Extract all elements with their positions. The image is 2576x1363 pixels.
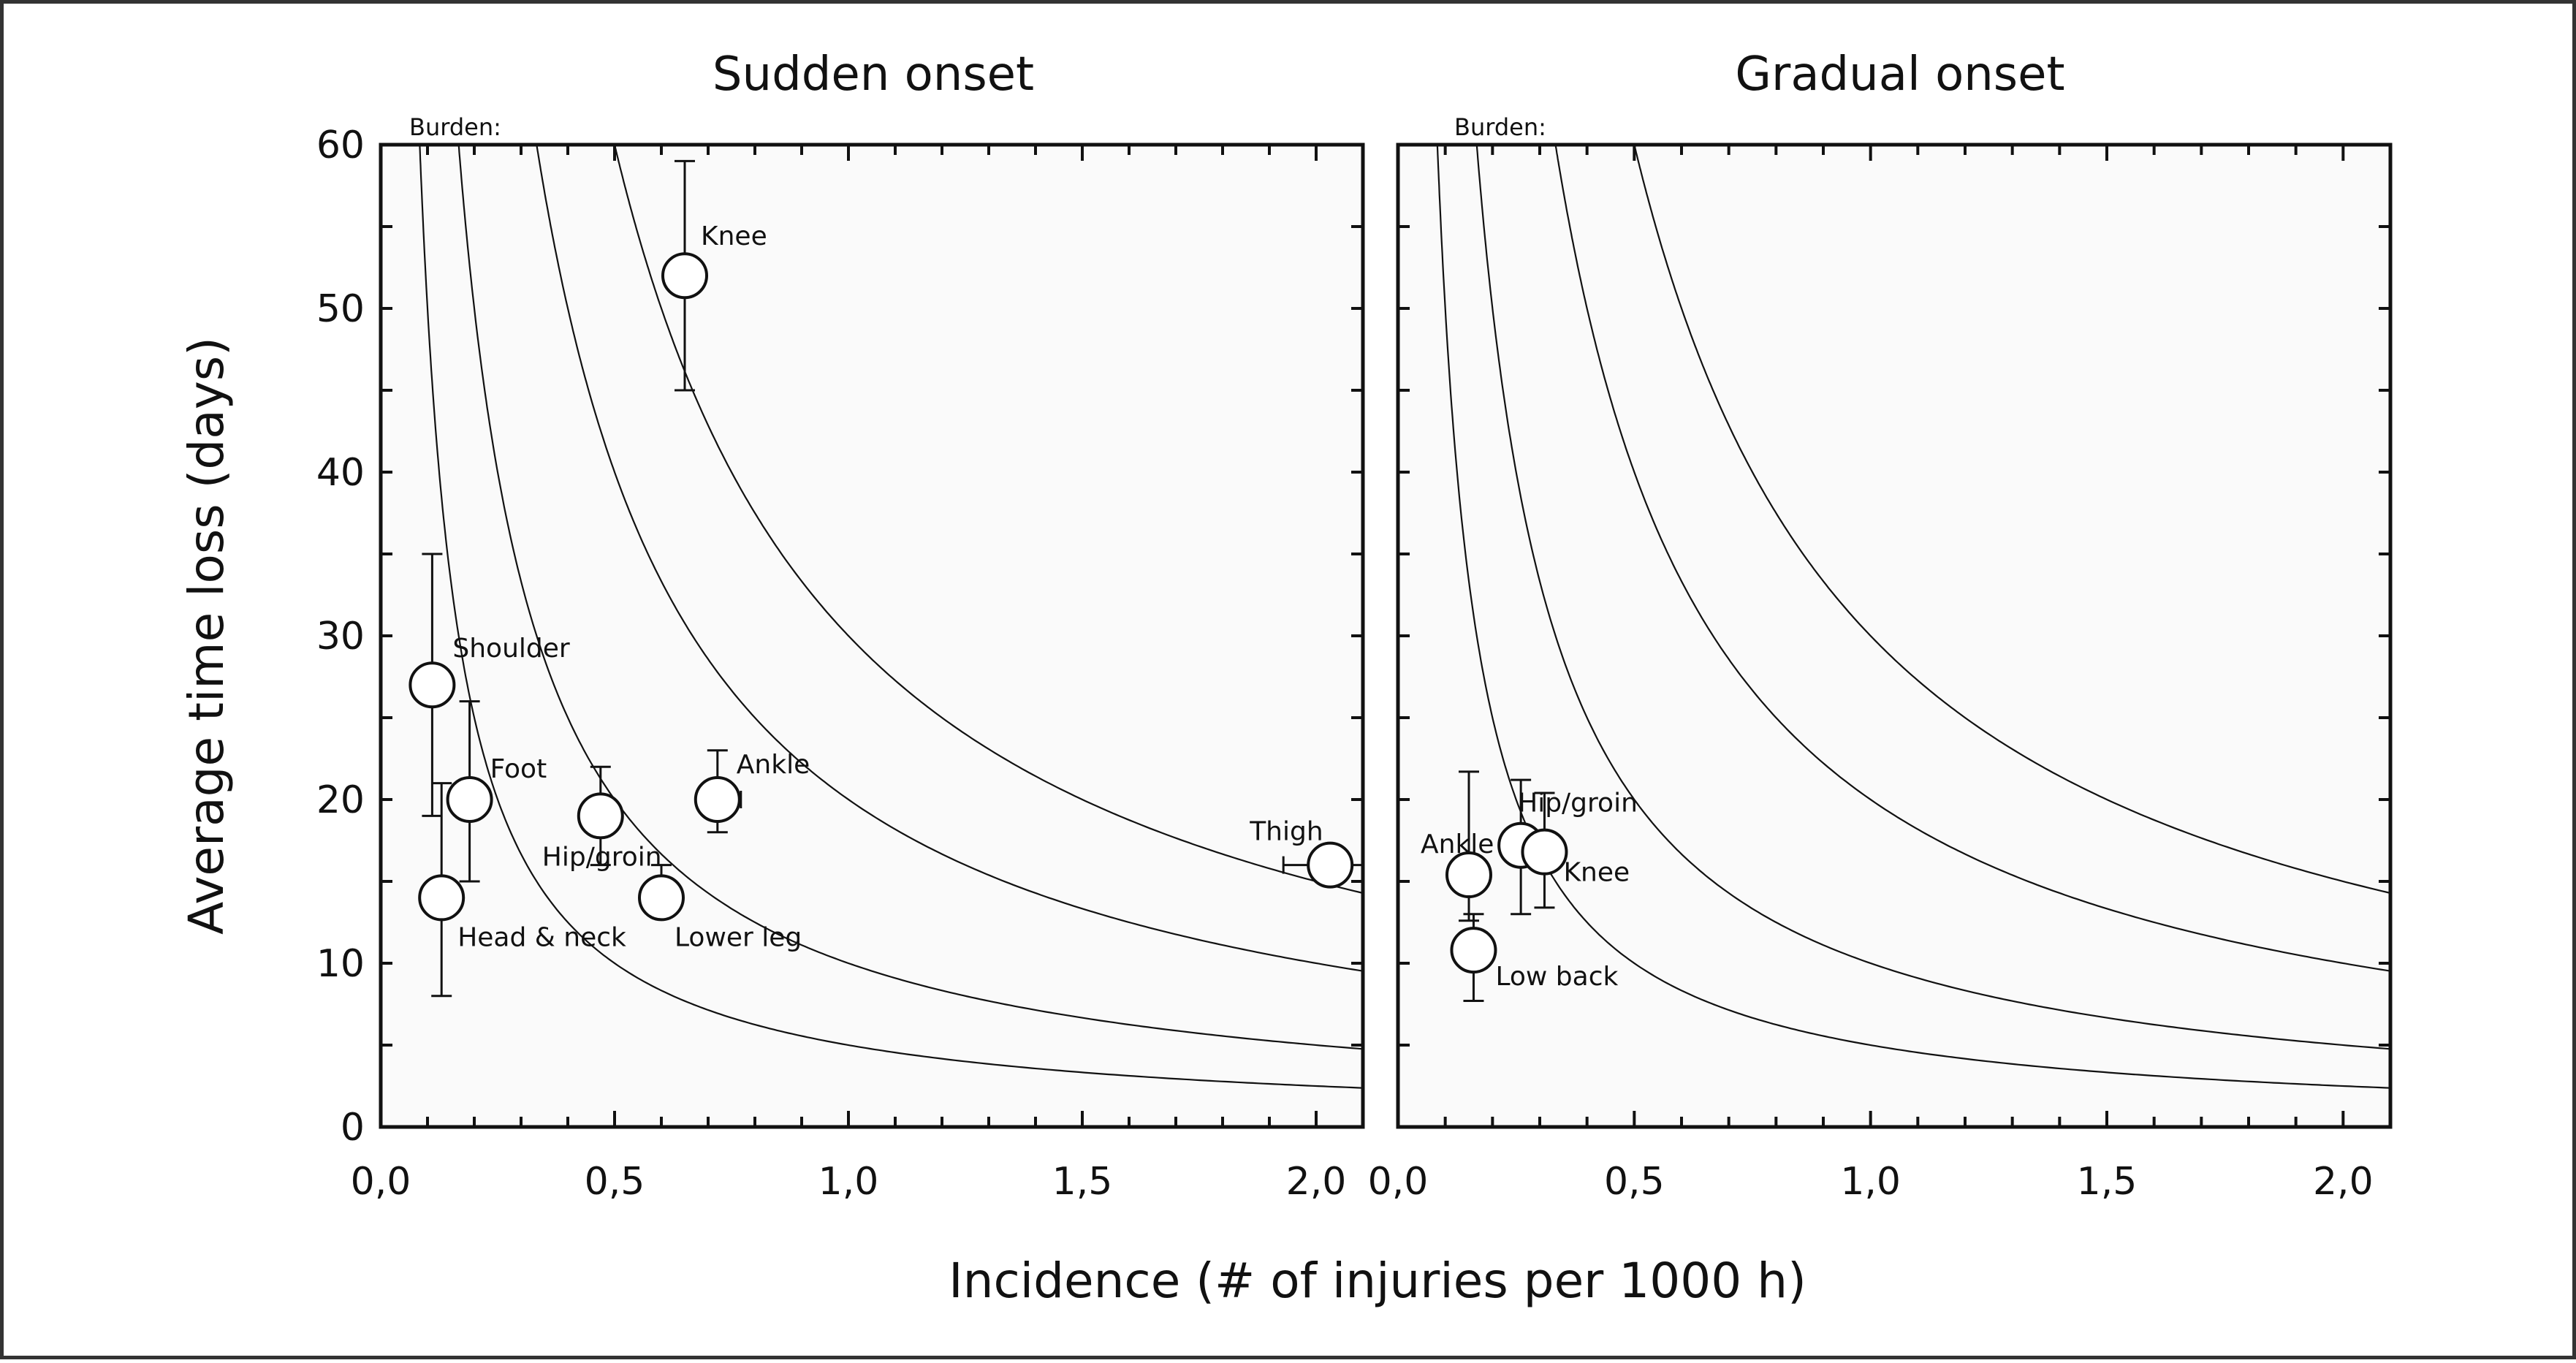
data-point-ankle: Ankle — [1421, 770, 1494, 922]
data-point-hip-groin: Hip/groin — [542, 765, 662, 872]
burden-curve-5 — [1436, 145, 2390, 1089]
data-point-foot: Foot — [446, 700, 547, 883]
point-label: Thigh — [1249, 817, 1323, 847]
y-tick-label: 30 — [316, 615, 365, 658]
x-tick-label: 1,0 — [818, 1160, 879, 1204]
data-point-shoulder: Shoulder — [409, 553, 570, 817]
x-tick-label: 1,5 — [2077, 1160, 2138, 1204]
point-label: Foot — [490, 754, 547, 784]
data-point-low-back: Low back — [1450, 913, 1619, 1003]
point-label: Shoulder — [452, 634, 570, 664]
x-tick-label: 1,0 — [1840, 1160, 1901, 1204]
data-point-knee: Knee — [1521, 791, 1630, 909]
marker — [446, 776, 493, 823]
panel-title-gradual: Gradual onset — [1735, 48, 2064, 102]
panel-title-sudden: Sudden onset — [713, 48, 1034, 102]
burden-curve-30 — [1633, 145, 2390, 895]
point-label: Ankle — [1421, 829, 1494, 859]
burden-curve-10 — [1475, 145, 2390, 1050]
marker — [694, 776, 741, 823]
marker — [638, 874, 685, 922]
point-label: Lower leg — [675, 922, 802, 952]
x-axis-label: Incidence (# of injuries per 1000 h) — [949, 1253, 1806, 1309]
point-label: Hip/groin — [542, 842, 662, 872]
marker — [1445, 851, 1492, 899]
burden-label-sudden: Burden: — [409, 113, 501, 141]
burden-curve-20 — [536, 145, 1363, 972]
burden-curve-30 — [613, 145, 1363, 895]
y-tick-label: 0 — [341, 1106, 365, 1150]
panel-0: 0,0 0,5 1,0 1,5 2,0 0 10 20 30 40 50 60 Knee Shoulder… — [316, 124, 1365, 1204]
y-tick-label: 60 — [316, 124, 365, 167]
marker — [409, 661, 456, 709]
chart-svg: Average time loss (days) Incidence (# of… — [178, 48, 2393, 1309]
data-point-ankle: Ankle — [694, 749, 810, 834]
burden-label-gradual: Burden: — [1454, 113, 1546, 141]
y-tick-label: 20 — [316, 778, 365, 822]
burden-curve-10 — [457, 145, 1363, 1050]
y-tick-label: 40 — [316, 451, 365, 495]
plot-area — [381, 145, 1363, 1127]
y-axis-label: Average time loss (days) — [178, 337, 235, 935]
x-tick-label: 1,5 — [1052, 1160, 1113, 1204]
marker — [661, 252, 708, 300]
x-tick-label: 2,0 — [1286, 1160, 1347, 1204]
burden-curve-5 — [419, 145, 1363, 1089]
data-point-thigh: Thigh — [1249, 817, 1364, 889]
plot-frame — [1396, 143, 2393, 1129]
data-point-knee: Knee — [661, 159, 767, 392]
marker — [1307, 841, 1354, 889]
point-label: Knee — [701, 221, 767, 251]
x-tick-label: 0,0 — [1368, 1160, 1429, 1204]
point-label: Ankle — [737, 750, 810, 780]
plot-frame — [379, 143, 1365, 1129]
point-label: Head & neck — [457, 922, 626, 952]
x-tick-label: 0,0 — [351, 1160, 411, 1204]
y-tick-label: 10 — [316, 942, 365, 986]
plot-area — [1398, 145, 2390, 1127]
marker — [1521, 828, 1568, 876]
marker — [418, 874, 466, 922]
x-tick-label: 2,0 — [2313, 1160, 2374, 1204]
data-point-head-neck: Head & neck — [418, 782, 626, 998]
x-tick-label: 0,5 — [585, 1160, 645, 1204]
point-label: Low back — [1495, 962, 1618, 992]
y-tick-label: 50 — [316, 287, 365, 331]
marker — [577, 792, 624, 840]
data-point-lower-leg: Lower leg — [638, 864, 802, 952]
marker — [1450, 927, 1497, 974]
x-tick-label: 0,5 — [1604, 1160, 1665, 1204]
point-label: Knee — [1563, 858, 1630, 888]
burden-curve-20 — [1554, 145, 2390, 972]
